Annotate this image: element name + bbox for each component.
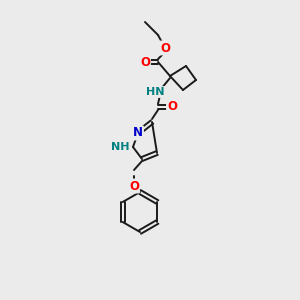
Text: N: N: [133, 127, 143, 140]
Text: O: O: [140, 56, 150, 68]
Text: O: O: [129, 179, 139, 193]
Text: HN: HN: [146, 87, 164, 97]
Text: O: O: [160, 41, 170, 55]
Text: NH: NH: [112, 142, 130, 152]
Text: O: O: [167, 100, 177, 113]
